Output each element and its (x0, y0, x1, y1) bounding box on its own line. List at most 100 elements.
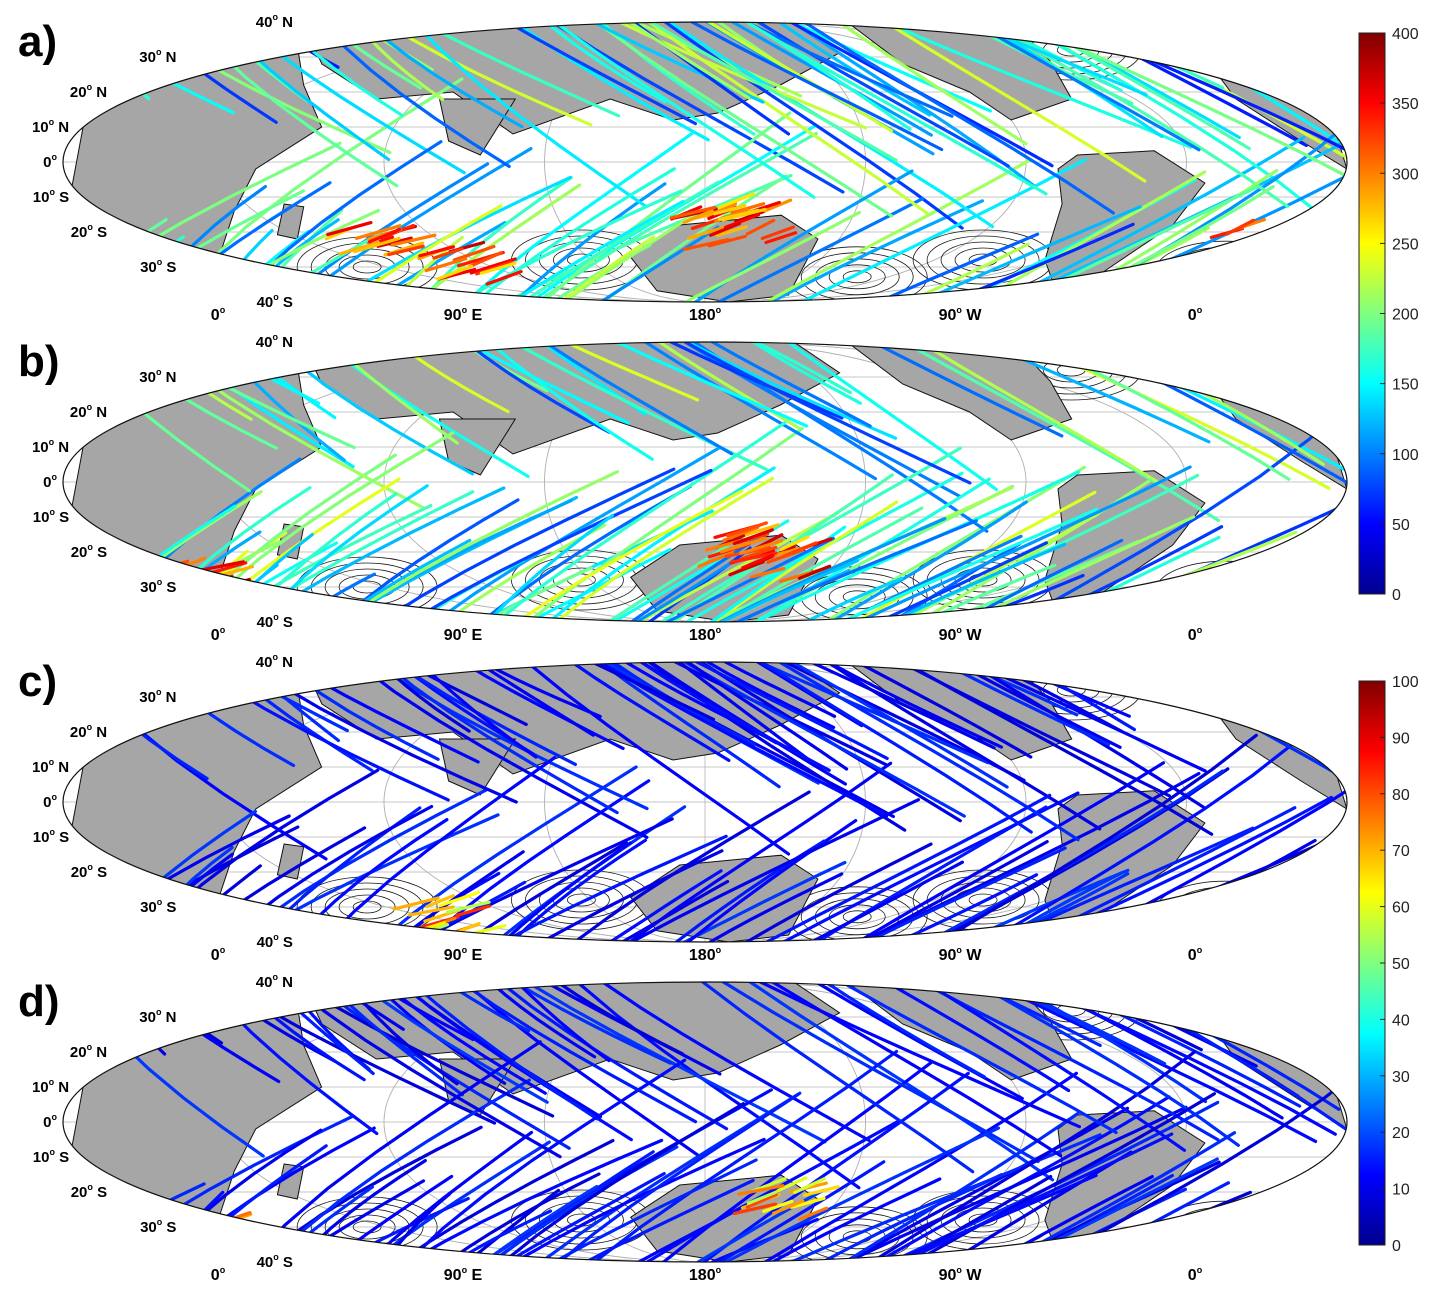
observation-track (683, 210, 862, 302)
degree-symbol: o (87, 862, 93, 872)
latitude-label: 20o N (70, 82, 107, 101)
observation-track (744, 22, 1048, 196)
label-number: 180 (689, 947, 716, 964)
degree-symbol: o (156, 47, 162, 57)
observation-track (479, 261, 517, 275)
observation-track (465, 841, 629, 942)
observation-track (647, 22, 929, 215)
degree-symbol: o (87, 1042, 93, 1052)
observation-track (870, 1050, 1196, 1262)
observation-track (381, 662, 619, 815)
observation-track (712, 204, 747, 216)
observation-track (200, 560, 246, 572)
label-number: 90 (444, 307, 462, 324)
label-hemisphere: N (92, 1044, 107, 1061)
observation-track (547, 466, 776, 622)
observation-track (181, 1224, 220, 1241)
observation-track (381, 22, 593, 127)
degree-symbol: o (956, 945, 962, 955)
label-number: 0 (43, 154, 51, 171)
observation-track (839, 507, 1099, 622)
observation-track (202, 1219, 237, 1233)
observation-track (1193, 906, 1240, 922)
colorbar-tick-label: 100 (1392, 674, 1419, 691)
label-hemisphere: N (54, 1079, 69, 1096)
label-number: 10 (33, 189, 50, 206)
observation-track (212, 1215, 241, 1231)
label-number: 20 (71, 1184, 88, 1201)
observation-track (418, 176, 573, 302)
label-number: 10 (32, 439, 49, 456)
latitude-label: 20o S (71, 542, 107, 561)
observation-track (376, 236, 413, 248)
graticule-meridian (544, 22, 866, 302)
observation-track (809, 860, 965, 942)
observation-track (730, 202, 766, 215)
degree-symbol: o (273, 292, 279, 302)
degree-symbol: o (87, 722, 93, 732)
map-body (63, 662, 1347, 942)
observation-track (367, 1130, 534, 1262)
label-hemisphere: S (55, 189, 69, 206)
latitude-label: 20o S (71, 1182, 107, 1201)
observation-track (754, 342, 853, 395)
label-number: 90 (939, 307, 957, 324)
observation-track (195, 914, 232, 932)
colorbar-tick-label: 400 (1392, 26, 1419, 43)
observation-track (770, 982, 1063, 1158)
observation-track (657, 342, 802, 431)
observation-track (708, 872, 844, 942)
observation-track (645, 1120, 899, 1262)
observation-track (1249, 912, 1283, 930)
observation-track (353, 236, 401, 254)
label-number: 0 (211, 627, 220, 644)
map-outline (62, 981, 1348, 1263)
observation-track (202, 1239, 243, 1254)
degree-symbol: o (49, 187, 55, 197)
colorbar-tick-label: 150 (1392, 377, 1419, 394)
observation-track (418, 245, 455, 258)
contour-line (1154, 240, 1296, 302)
observation-track (745, 842, 933, 942)
observation-track (188, 570, 222, 587)
panel-letter: b) (18, 337, 60, 386)
observation-track (464, 131, 695, 302)
label-number: 0 (43, 794, 51, 811)
observation-track (757, 662, 990, 765)
label-number: 90 (939, 1267, 957, 1284)
observation-track (884, 982, 1071, 1093)
observation-track (988, 982, 1318, 1144)
longitude-label: 0o (1188, 305, 1203, 324)
label-hemisphere: N (278, 14, 293, 31)
observation-track (512, 982, 673, 1065)
observation-track (475, 662, 595, 737)
label-number: 20 (70, 84, 87, 101)
landmass (629, 854, 819, 942)
degree-symbol: o (956, 625, 962, 635)
graticule-meridian (544, 342, 866, 622)
latitude-label: 10o S (33, 187, 69, 206)
label-number: 40 (256, 14, 273, 31)
observation-track (172, 893, 203, 911)
panel-letter: c) (18, 657, 57, 706)
degree-symbol: o (716, 945, 722, 955)
label-hemisphere: S (279, 614, 293, 631)
observation-track (739, 545, 778, 561)
observation-track (643, 342, 878, 481)
longitude-label: 90o W (939, 625, 983, 644)
degree-symbol: o (956, 305, 962, 315)
observation-track (763, 198, 793, 213)
contour-line (352, 260, 382, 274)
observation-track (543, 342, 734, 456)
observation-track (553, 22, 816, 199)
latitude-label: 10o S (33, 1147, 69, 1166)
degree-symbol: o (716, 1265, 722, 1275)
observation-track (464, 342, 630, 425)
degree-symbol: o (272, 332, 278, 342)
observation-track (509, 838, 648, 942)
observation-track (1247, 901, 1280, 917)
contour-line (968, 893, 998, 907)
